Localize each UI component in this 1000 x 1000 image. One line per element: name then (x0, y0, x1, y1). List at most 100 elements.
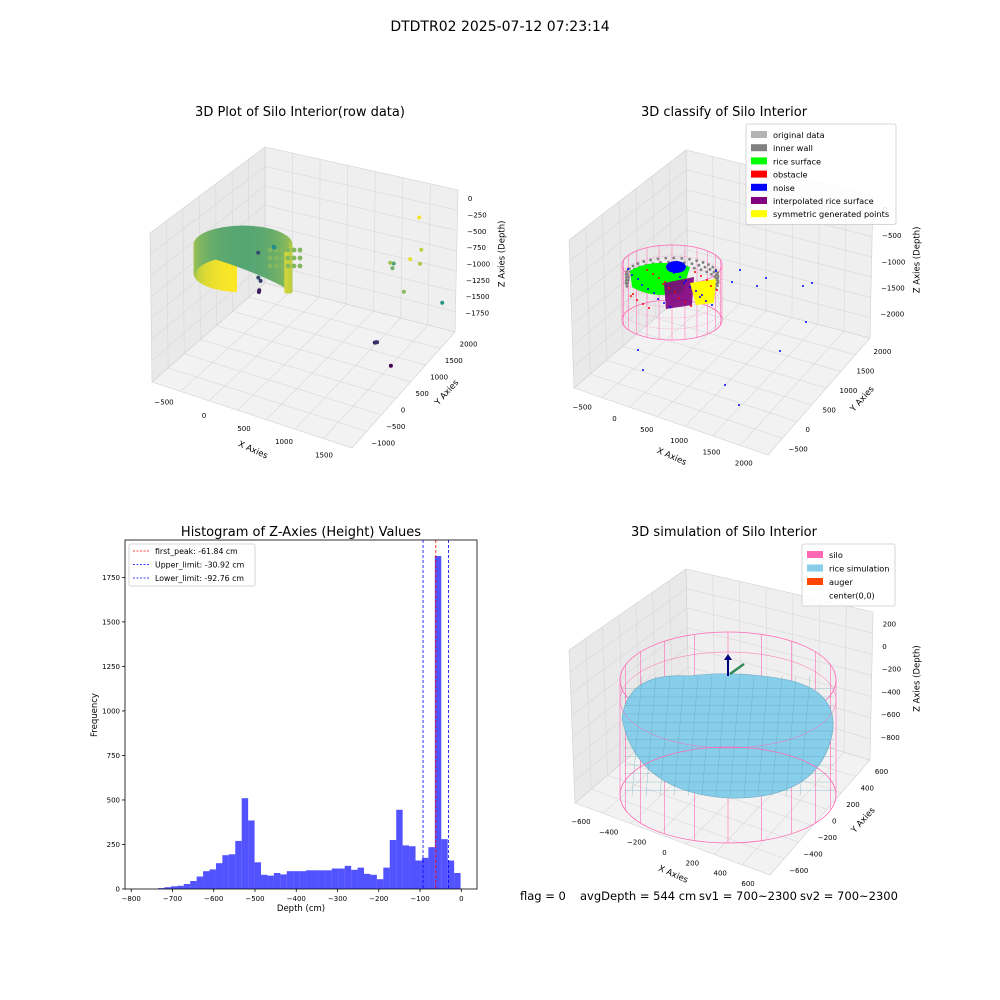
histogram-bar (261, 874, 268, 889)
grid-line (237, 165, 348, 411)
raw-data-point (417, 215, 422, 220)
x-tick-label: −200 (627, 839, 646, 847)
y-axis-label: Frequency (90, 693, 100, 737)
histogram-bar (454, 872, 461, 889)
y-tick-label: 2000 (874, 348, 892, 356)
inner-wall-point (627, 276, 630, 279)
mesh-line (743, 675, 755, 797)
y-tick-label: −500 (789, 445, 808, 453)
chart-title: 3D simulation of Silo Interior (631, 525, 818, 540)
mesh-line (687, 675, 699, 797)
histogram-bar (241, 798, 249, 889)
inner-wall-point (636, 262, 640, 265)
legend-swatch-silo (807, 551, 823, 558)
legend-frame (801, 543, 896, 607)
legend-frame (128, 543, 256, 587)
histogram-bar (164, 887, 171, 889)
classify-panel: 3D classify of Silo Interior −500 0 500 1000… (568, 105, 923, 468)
raw-fragment (291, 263, 297, 269)
mixed-point (710, 285, 712, 287)
mixed-point (657, 298, 659, 300)
histogram-bar (331, 868, 339, 889)
inner-wall-point (715, 277, 719, 281)
mesh-line (729, 675, 741, 797)
mixed-point (679, 276, 681, 278)
noise-cluster (666, 261, 686, 273)
grid-line (652, 175, 841, 372)
y-tick-label: 1000 (840, 387, 858, 395)
mesh-line (673, 675, 685, 797)
grid-line (150, 204, 457, 298)
grid-line (618, 615, 813, 826)
legend-label: Upper_limit: -30.92 cm (155, 561, 244, 570)
raw-data-point (419, 247, 424, 252)
histogram-bar (415, 860, 422, 889)
inner-wall-point (624, 276, 628, 279)
mesh-line (757, 675, 769, 797)
z-tick-label: −500 (882, 232, 901, 240)
raw-data-point (390, 266, 395, 271)
x-tick-label: 2000 (735, 459, 753, 467)
histogram-bar (383, 867, 390, 889)
y-tick-label: −500 (386, 423, 405, 431)
grid-line (150, 224, 457, 319)
x-tick-label: −600 (204, 895, 223, 903)
legend-swatch-symmetric (751, 210, 767, 218)
y-tick-label: 1500 (445, 357, 463, 365)
mixed-point (715, 270, 717, 272)
z-axis-label: Z Axies (Depth) (913, 645, 923, 712)
inner-wall-point (699, 268, 703, 272)
inner-wall-point (707, 263, 710, 267)
rice-simulation-surface (621, 673, 834, 799)
mixed-point (662, 283, 664, 285)
grid-line (182, 208, 382, 416)
mixed-point (695, 290, 697, 292)
raw-fragment (285, 255, 291, 261)
legend-label: noise (773, 183, 795, 193)
histogram-bar (396, 809, 403, 889)
noise-point (779, 350, 781, 352)
center-arrow-head (724, 654, 732, 660)
footer-status: flag = 0 avgDepth = 544 cm sv1 = 700~230… (520, 889, 898, 903)
legend-frame (745, 123, 897, 225)
legend-swatch-rice_surface (751, 157, 767, 165)
z-tick-label: −400 (881, 688, 900, 696)
grid-line (294, 177, 404, 430)
raw-fragment (297, 255, 303, 261)
inner-wall-point (711, 265, 715, 269)
y-tick-label: −600 (789, 867, 808, 875)
inner-wall-point (705, 270, 709, 274)
legend-label: auger (829, 577, 853, 587)
legend-label: Lower_limit: -92.76 cm (155, 574, 244, 583)
grid-line (150, 185, 458, 276)
histogram-bar (376, 879, 384, 889)
grid-line (629, 163, 741, 408)
grid-line (618, 201, 812, 406)
footer-sv2: sv2 = 700~2300 (800, 889, 898, 903)
raw-fragment (291, 255, 297, 261)
inner-wall-point (695, 259, 699, 263)
grid-line (571, 627, 872, 716)
raw-data-point (375, 340, 380, 345)
raw-fragment (285, 263, 291, 269)
legend-label: inner wall (773, 143, 813, 153)
histogram-bar (344, 865, 352, 889)
y-tick-label: 1500 (102, 618, 120, 626)
mixed-point (716, 289, 718, 291)
y-tick-label: −1000 (371, 440, 395, 448)
inner-wall-point (625, 284, 629, 288)
grid-line (585, 638, 785, 859)
inner-wall-point (716, 271, 720, 275)
raw-fragment (297, 247, 303, 253)
mesh-line (771, 675, 783, 797)
histogram-bar (441, 839, 448, 889)
y-tick-label: 2000 (460, 340, 478, 348)
y-tick-label: 500 (823, 406, 836, 414)
mesh-line (631, 675, 643, 797)
inner-wall-point (692, 266, 696, 270)
noise-point (739, 269, 741, 271)
histogram-bar (351, 869, 358, 889)
legend-swatch-rice_sim (807, 564, 823, 572)
mixed-point (636, 299, 638, 301)
histogram-bar (254, 862, 262, 889)
